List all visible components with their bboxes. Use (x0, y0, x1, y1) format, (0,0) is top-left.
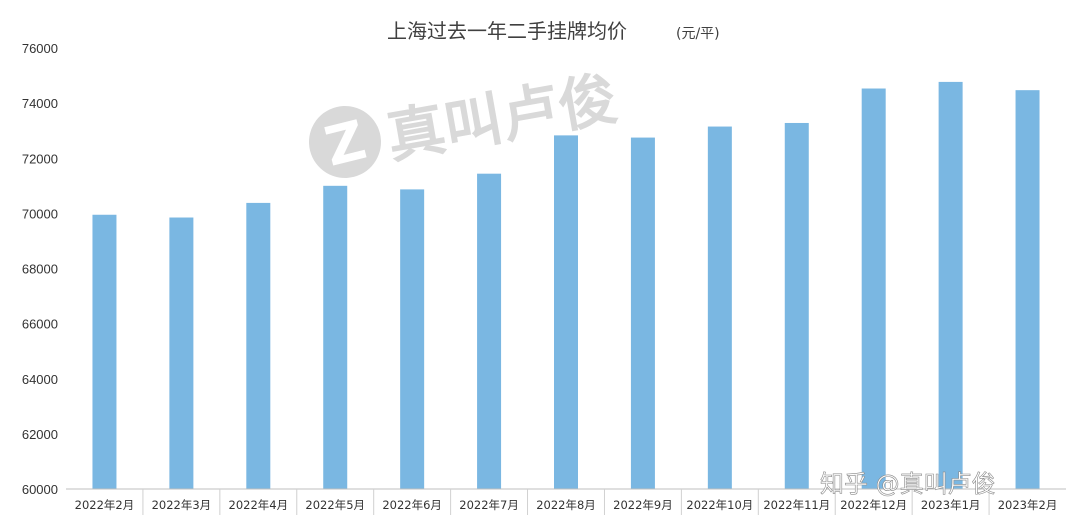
bar (938, 81, 963, 489)
y-tick-label: 64000 (22, 372, 58, 387)
bar (707, 126, 732, 489)
bar (861, 88, 886, 489)
y-tick-label: 72000 (22, 151, 58, 166)
chart-unit: (元/平) (676, 26, 720, 42)
chart-title: 上海过去一年二手挂牌均价 (387, 19, 627, 43)
bar (169, 217, 194, 489)
bar (92, 214, 117, 490)
x-tick-label: 2022年12月 (840, 498, 907, 512)
y-tick-label: 68000 (22, 262, 58, 277)
bar (323, 185, 348, 489)
x-tick-label: 2022年10月 (686, 498, 753, 512)
watermark-logo-icon: Z (309, 106, 381, 179)
bar-series (92, 81, 1040, 490)
y-tick-label: 66000 (22, 317, 58, 332)
x-axis: 2022年2月 2022年3月 2022年4月 2022年5月 2022年6月 2022年… (75, 489, 1058, 515)
y-tick-label: 62000 (22, 427, 58, 442)
bar (246, 202, 271, 489)
y-tick-label: 76000 (22, 41, 58, 56)
bar (1015, 90, 1040, 489)
y-tick-label: 60000 (22, 482, 58, 497)
x-tick-label: 2022年3月 (152, 498, 212, 512)
bar (477, 173, 502, 489)
bar (554, 135, 578, 490)
y-axis: 60000 62000 64000 66000 68000 70000 72000 74000… (22, 41, 58, 497)
bar (784, 122, 809, 489)
x-tick-label: 2023年2月 (998, 498, 1058, 512)
credit-text: 知乎 @真叫卢俊 (820, 470, 996, 498)
y-tick-label: 70000 (22, 206, 58, 221)
x-tick-label: 2022年7月 (459, 498, 519, 512)
x-tick-label: 2023年1月 (921, 498, 981, 512)
x-tick-label: 2022年4月 (229, 498, 289, 512)
x-tick-label: 2022年2月 (75, 498, 135, 512)
x-tick-label: 2022年11月 (763, 498, 830, 512)
x-tick-label: 2022年6月 (382, 498, 442, 512)
x-tick-label: 2022年9月 (613, 498, 673, 512)
x-tick-label: 2022年8月 (536, 498, 596, 512)
watermark-text: 真叫卢俊 (382, 64, 622, 171)
bar (630, 137, 655, 489)
y-tick-label: 74000 (22, 96, 58, 111)
x-tick-label: 2022年5月 (305, 498, 365, 512)
bar (400, 189, 425, 489)
